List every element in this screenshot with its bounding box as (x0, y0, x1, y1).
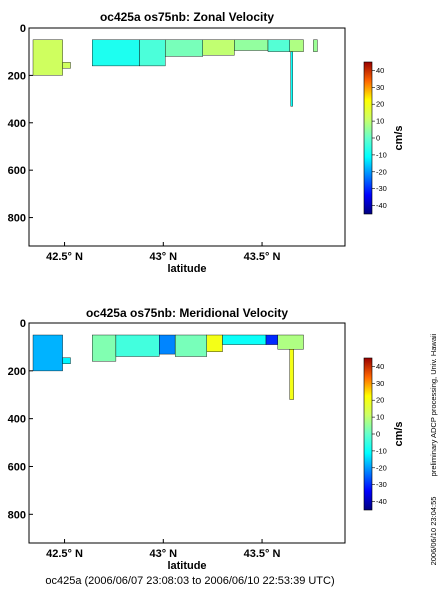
velocity-cell (206, 334, 223, 352)
processing-note: preliminary ADCP processing, Univ. Hawai… (429, 333, 438, 476)
velocity-cell (289, 349, 294, 400)
colorbar-tick-label: 20 (376, 396, 384, 405)
x-tick-label: 42.5° N (46, 548, 83, 560)
x-tick-label: 43.5° N (244, 251, 281, 263)
colorbar-tick-label: -30 (376, 184, 387, 193)
x-tick-label: 43.5° N (244, 548, 281, 560)
x-axis-label: latitude (167, 560, 206, 572)
colorbar-label: cm/s (393, 125, 405, 150)
velocity-cell (174, 334, 207, 357)
x-tick-label: 42.5° N (46, 251, 83, 263)
colorbar-tick-label: 40 (376, 362, 384, 371)
x-axis: 42.5° N 43° N 43.5° N (46, 242, 281, 263)
x-axis: 42.5° N 43° N 43.5° N (46, 539, 281, 560)
velocity-cell (202, 39, 235, 56)
velocity-cell (32, 39, 63, 76)
y-tick-label: 400 (8, 414, 26, 426)
plot-area (32, 334, 304, 400)
plot-frame (28, 322, 346, 544)
plot-area (32, 39, 318, 107)
velocity-cell (267, 39, 290, 52)
velocity-cell (222, 334, 267, 345)
colorbar-tick-label: 20 (376, 100, 384, 109)
y-tick-label: 0 (20, 23, 26, 35)
x-tick-label: 43° N (149, 548, 177, 560)
colorbar-tick-label: -20 (376, 463, 387, 472)
colorbar-tick-label: -20 (376, 167, 387, 176)
colorbar-tick-label: 0 (376, 134, 380, 143)
colorbar-tick-label: 40 (376, 66, 384, 75)
colorbar-tick-label: -40 (376, 497, 387, 506)
y-axis: 0 200 400 600 800 (8, 23, 33, 225)
velocity-cell (115, 334, 160, 357)
chart-title: oc425a os75nb: Meridional Velocity (86, 306, 288, 320)
colorbar-ticks: 40 30 20 10 0 -10 -20 -30 -40 (372, 362, 387, 506)
velocity-cell (290, 51, 293, 107)
panel-meridional: oc425a os75nb: Meridional Velocity 02004… (8, 306, 405, 572)
velocity-cell (289, 39, 304, 52)
y-tick-label: 200 (8, 366, 26, 378)
velocity-cell (277, 334, 304, 350)
chart-title: oc425a os75nb: Zonal Velocity (100, 10, 274, 24)
y-tick-label: 800 (8, 509, 26, 521)
velocity-cell (265, 334, 279, 345)
velocity-cell (313, 39, 318, 52)
y-tick-label: 800 (8, 213, 26, 225)
y-tick-label: 600 (8, 165, 26, 177)
velocity-cell (139, 39, 166, 67)
x-tick-label: 43° N (149, 251, 177, 263)
y-tick-label: 600 (8, 461, 26, 473)
y-tick-label: 0 (20, 318, 26, 330)
velocity-cell (62, 62, 71, 69)
colorbar-tick-label: 10 (376, 413, 384, 422)
velocity-cell (62, 357, 71, 364)
velocity-cell (165, 39, 204, 57)
velocity-cell (159, 334, 176, 355)
y-tick-label: 400 (8, 118, 26, 130)
colorbar-label: cm/s (393, 421, 405, 446)
plot-frame (28, 27, 346, 247)
colorbar-ticks: 40 30 20 10 0 -10 -20 -30 -40 (372, 66, 387, 210)
colorbar (363, 61, 373, 215)
colorbar-tick-label: -10 (376, 446, 387, 455)
velocity-cell (91, 39, 140, 67)
processing-date: 2006/06/10 23:04:55 (429, 497, 438, 566)
panel-zonal: oc425a os75nb: Zonal Velocity 0200400600… (8, 10, 405, 275)
colorbar-tick-label: 0 (376, 430, 380, 439)
x-axis-label: latitude (167, 263, 206, 275)
colorbar-tick-label: 30 (376, 83, 384, 92)
velocity-cell (91, 334, 117, 362)
colorbar-tick-label: 30 (376, 379, 384, 388)
velocity-cell (32, 334, 63, 372)
y-axis: 0 200 400 600 800 (8, 318, 33, 521)
colorbar-tick-label: -40 (376, 201, 387, 210)
colorbar (363, 357, 373, 511)
colorbar-tick-label: 10 (376, 117, 384, 126)
velocity-cell (234, 39, 269, 51)
footer-caption: oc425a (2006/06/07 23:08:03 to 2006/06/1… (45, 575, 334, 587)
y-tick-label: 200 (8, 70, 26, 82)
colorbar-tick-label: -30 (376, 480, 387, 489)
colorbar-tick-label: -10 (376, 150, 387, 159)
